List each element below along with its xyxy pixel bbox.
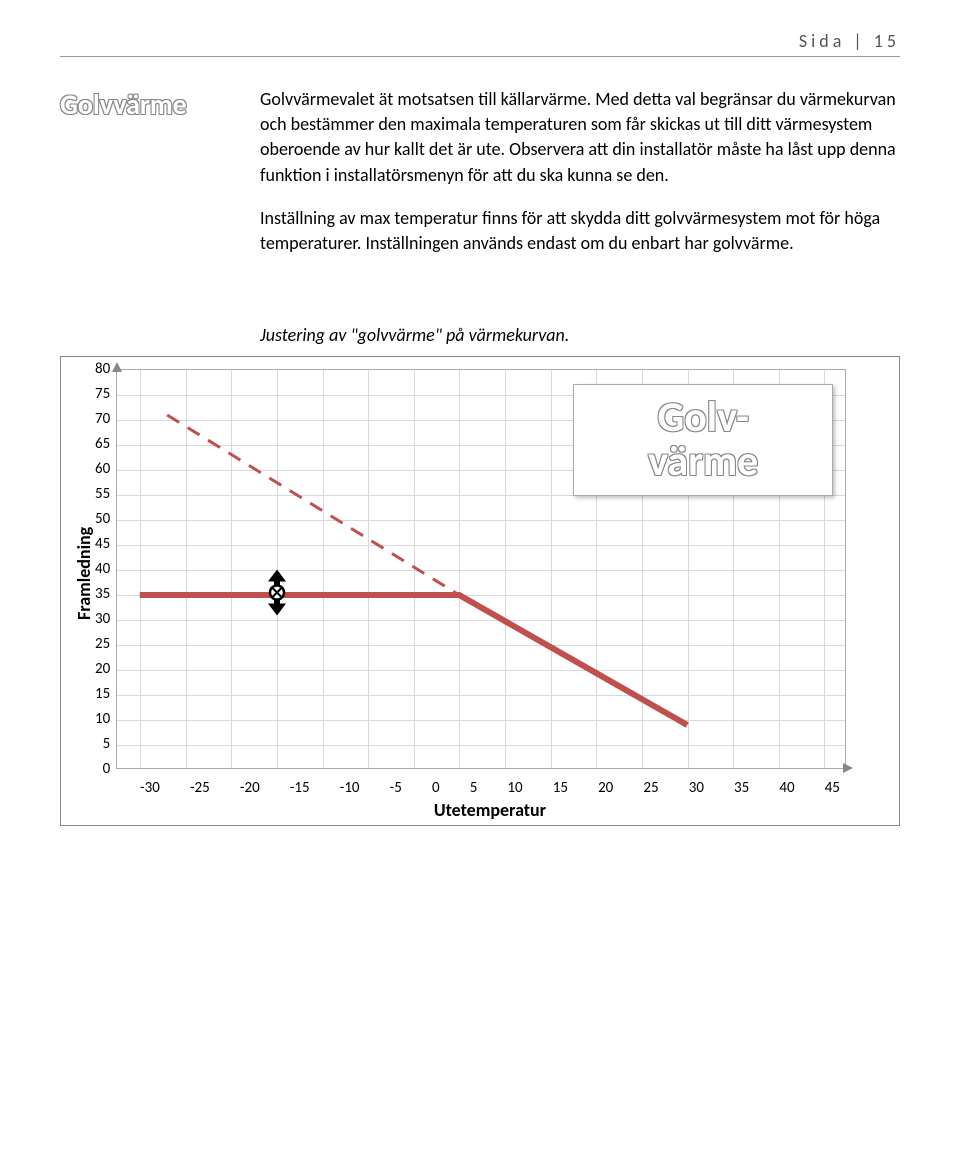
section-title: Golvvärme <box>60 87 220 274</box>
x-tick: -5 <box>390 779 402 797</box>
chart: Framledning 8075706560555045403530252015… <box>60 356 900 826</box>
legend-box: Golv- värme <box>573 384 833 496</box>
y-tick: 30 <box>95 611 110 627</box>
y-tick: 55 <box>95 486 110 502</box>
x-tick: 30 <box>689 779 704 797</box>
page-number: Sida | 15 <box>799 30 900 52</box>
y-axis-label: Framledning <box>69 369 95 777</box>
x-tick: -20 <box>240 779 260 797</box>
x-tick: 45 <box>825 779 840 797</box>
x-tick: -10 <box>340 779 360 797</box>
y-tick: 75 <box>95 386 110 402</box>
y-tick: 65 <box>95 436 110 452</box>
x-tick: -25 <box>190 779 210 797</box>
y-tick: 10 <box>95 711 110 727</box>
x-tick: 35 <box>734 779 749 797</box>
page-header: Sida | 15 <box>60 30 900 57</box>
y-tick: 45 <box>95 536 110 552</box>
y-tick: 60 <box>95 461 110 477</box>
x-tick: 10 <box>507 779 522 797</box>
adjust-marker-icon <box>262 570 292 621</box>
paragraph-2: Inställning av max temperatur finns för … <box>260 206 900 256</box>
x-tick: -30 <box>140 779 160 797</box>
title-text: Golvvärme <box>60 87 187 122</box>
y-tick: 70 <box>95 411 110 427</box>
y-tick: 0 <box>95 761 110 777</box>
x-tick: 0 <box>432 779 440 797</box>
y-ticks: 80757065605550454035302520151050 <box>95 361 116 777</box>
x-tick: -15 <box>290 779 310 797</box>
plot-area: Golv- värme <box>116 369 846 769</box>
x-axis-label: Utetemperatur <box>125 797 855 821</box>
x-tick: 20 <box>598 779 613 797</box>
legend-line-2: värme <box>648 436 758 487</box>
chart-caption: Justering av "golvvärme" på värmekurvan. <box>260 324 900 346</box>
legend-text: Golv- värme <box>648 396 758 484</box>
x-tick: 25 <box>643 779 658 797</box>
y-tick: 80 <box>95 361 110 377</box>
y-tick: 5 <box>95 736 110 752</box>
paragraph-1: Golvvärmevalet ät motsatsen till källarv… <box>260 87 900 188</box>
y-tick: 40 <box>95 561 110 577</box>
y-tick: 35 <box>95 586 110 602</box>
y-tick: 15 <box>95 686 110 702</box>
x-ticks: -30 -25 -20 -15 -10 -5 0 5 10 15 20 25 30 35 40 45 <box>125 777 855 797</box>
y-tick: 20 <box>95 661 110 677</box>
x-tick: 40 <box>779 779 794 797</box>
y-tick: 25 <box>95 636 110 652</box>
x-tick: 5 <box>470 779 478 797</box>
x-tick: 15 <box>553 779 568 797</box>
y-tick: 50 <box>95 511 110 527</box>
body-text: Golvvärmevalet ät motsatsen till källarv… <box>260 87 900 274</box>
